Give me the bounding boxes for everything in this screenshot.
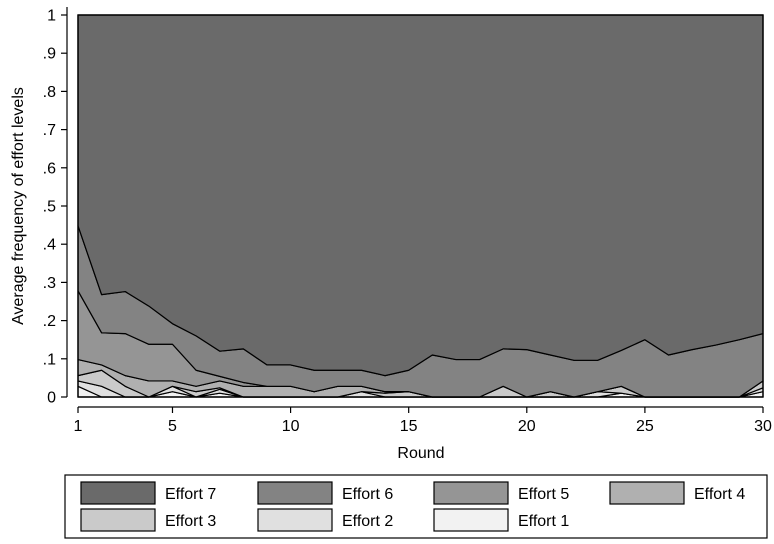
y-tick-label: .7 [43,122,56,139]
area-layers [77,14,764,398]
y-tick-label: 0 [47,390,56,407]
x-tick-label: 10 [282,418,300,435]
x-tick-label: 1 [74,418,83,435]
legend-box [64,474,768,539]
axes: 0.1.2.3.4.5.6.7.8.911 5 10 15 20 25 30 [43,7,772,435]
legend-swatch-effort-6 [257,481,333,505]
x-tick-label: 25 [636,418,654,435]
x-tick-label: 20 [518,418,536,435]
legend-label-effort-1: Effort 1 [518,513,569,530]
legend-label-effort-4: Effort 4 [694,486,745,503]
plot-frame [77,14,764,398]
legend-label-effort-6: Effort 6 [342,486,393,503]
x-tick-label: 30 [754,418,772,435]
y-tick-label: .1 [43,351,56,368]
legend-swatch-effort-1 [433,508,509,532]
y-tick-label: .3 [43,275,56,292]
x-axis-title: Round [397,445,444,462]
legend-swatch-effort-7 [80,481,156,505]
y-tick-label: .6 [43,160,56,177]
legend-swatch-effort-3 [80,508,156,532]
x-tick-label: 15 [400,418,418,435]
y-axis-title: Average frequency of effort levels [10,87,27,325]
y-tick-label: 1 [47,8,56,25]
x-tick-label: 5 [168,418,177,435]
legend-swatch-effort-5 [433,481,509,505]
legend-swatch-effort-4 [609,481,685,505]
y-tick-label: .2 [43,313,56,330]
legend-label-effort-7: Effort 7 [165,486,216,503]
area-effort-7 [77,14,764,377]
legend: Effort 7 Effort 6 Effort 5 Effort 4 Effort 3… [64,474,768,539]
legend-label-effort-2: Effort 2 [342,513,393,530]
y-tick-label: .8 [43,84,56,101]
y-tick-label: .4 [43,237,56,254]
legend-swatch-effort-2 [257,508,333,532]
y-tick-label: .9 [43,46,56,63]
legend-label-effort-5: Effort 5 [518,486,569,503]
legend-label-effort-3: Effort 3 [165,513,216,530]
y-tick-label: .5 [43,199,56,216]
